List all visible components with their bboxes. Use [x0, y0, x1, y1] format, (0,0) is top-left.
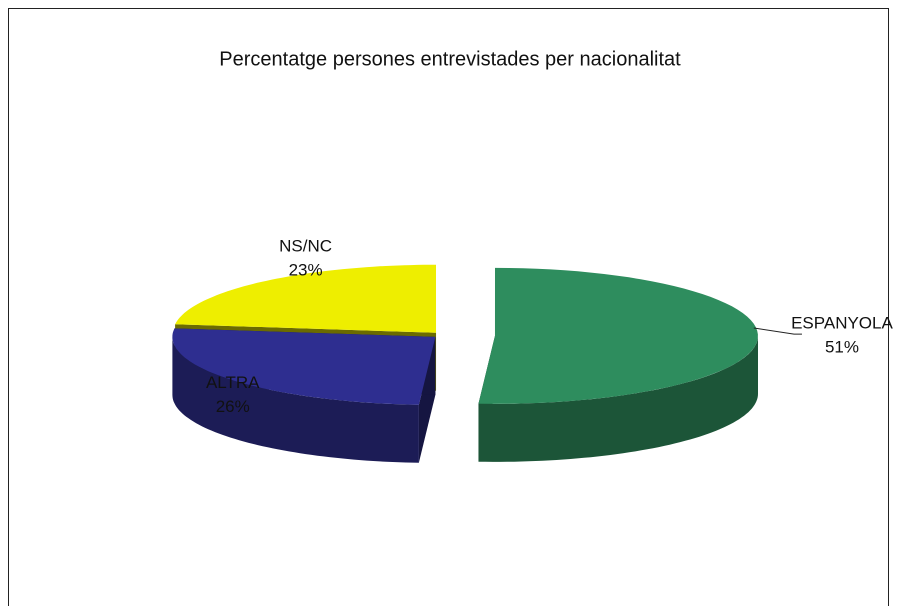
slice-label: ALTRA	[206, 373, 260, 392]
leader-line	[753, 327, 802, 335]
slice-top	[175, 264, 437, 333]
chart-frame	[8, 8, 889, 606]
chart-title: Percentatge persones entrevistades per n…	[219, 48, 681, 70]
slice-top	[172, 328, 436, 405]
slice-value-label: 26%	[216, 397, 250, 416]
slice-top	[478, 267, 758, 404]
slice-value-label: 51%	[825, 338, 859, 357]
slice-label: NS/NC	[279, 236, 332, 255]
slice-wall	[172, 336, 419, 463]
slice-wall	[478, 335, 758, 462]
pie-slice	[478, 267, 758, 462]
pie-slice	[172, 328, 436, 463]
slice-label: ESPANYOLA	[791, 314, 893, 333]
slice-value-label: 23%	[289, 260, 323, 279]
